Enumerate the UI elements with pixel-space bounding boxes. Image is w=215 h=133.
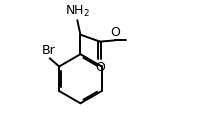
Text: NH$_2$: NH$_2$ <box>65 4 90 19</box>
Text: O: O <box>95 61 105 74</box>
Text: Br: Br <box>42 44 56 57</box>
Text: O: O <box>110 26 120 39</box>
